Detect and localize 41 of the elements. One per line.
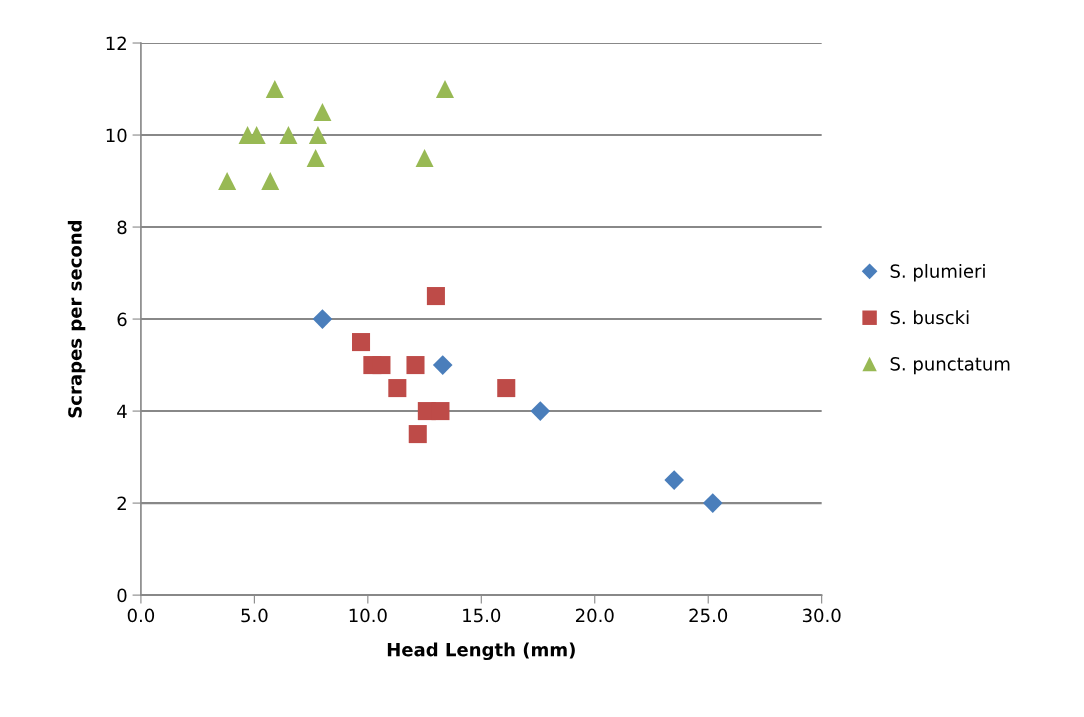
x-tick-label: 25.0	[689, 608, 728, 623]
point	[352, 333, 371, 352]
x-tick-label: 5.0	[241, 608, 268, 623]
y-tick-label: 6	[117, 312, 127, 327]
x-tick-label: 15.0	[463, 608, 501, 623]
point	[306, 149, 325, 168]
point	[388, 379, 407, 398]
y-tick-label: 2	[117, 496, 126, 510]
point	[664, 470, 684, 490]
point	[406, 356, 425, 375]
point	[408, 425, 427, 444]
legend-label: S. punctatum	[890, 357, 1010, 375]
x-tick-label: 30.0	[802, 608, 841, 623]
y-tick-label: 10	[106, 128, 127, 143]
point	[435, 80, 455, 99]
x-tick-label: 0.0	[127, 608, 155, 623]
x-axis-title: Head Length (mm)	[387, 642, 575, 661]
x-tick-label: 10.0	[349, 608, 387, 623]
y-tick-label: 0	[117, 588, 127, 603]
point	[497, 379, 516, 398]
point	[426, 287, 445, 306]
y-axis-title: Scrapes per second	[67, 220, 86, 418]
point	[431, 402, 450, 421]
point	[702, 493, 723, 513]
point	[218, 172, 237, 191]
y-tick-label: 8	[117, 220, 127, 235]
point	[432, 355, 453, 375]
point	[530, 401, 551, 421]
x-tick-label: 20.0	[575, 608, 614, 623]
point	[415, 149, 434, 168]
point	[261, 172, 280, 191]
point	[265, 80, 284, 99]
legend-label: S. plumieri	[890, 263, 985, 282]
point	[279, 126, 298, 145]
point	[312, 309, 333, 329]
legend-label: S. buscki	[890, 310, 969, 325]
y-tick-label: 4	[117, 404, 127, 418]
point	[372, 356, 391, 375]
y-tick-label: 12	[106, 36, 126, 50]
point	[308, 126, 327, 145]
point	[313, 103, 332, 122]
